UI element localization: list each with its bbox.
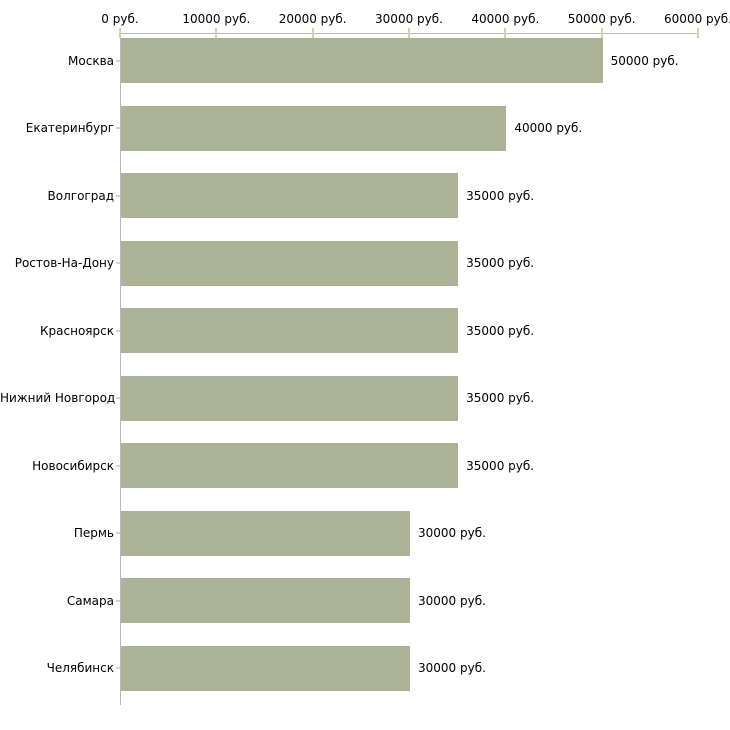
bar-Москва[interactable]	[121, 38, 603, 83]
x-axis-tick-label: 10000 руб.	[182, 12, 251, 26]
value-label: 35000 руб.	[466, 256, 535, 270]
x-axis-tick-label: 50000 руб.	[567, 12, 636, 26]
x-axis-tick	[119, 28, 121, 38]
category-label: Пермь	[73, 526, 114, 540]
category-label: Нижний Новгород	[0, 391, 116, 405]
category-label: Москва	[68, 53, 114, 68]
x-axis-tick	[408, 28, 410, 38]
bar-Волгоград[interactable]	[121, 173, 459, 218]
bar-Екатеринбург[interactable]	[121, 105, 507, 151]
category-tick	[116, 194, 120, 197]
bar-Челябинск[interactable]	[121, 645, 410, 691]
category-label: Челябинск	[46, 661, 114, 675]
value-label: 35000 руб.	[466, 323, 535, 338]
category-tick	[116, 262, 120, 264]
category-tick	[116, 667, 120, 669]
x-axis-tick-label: 20000 руб.	[278, 12, 347, 26]
x-axis-tick	[504, 28, 507, 38]
x-axis-tick	[215, 28, 218, 38]
bar-Самара[interactable]	[121, 578, 410, 623]
x-axis-tick-label: 0 руб.	[101, 12, 139, 26]
category-tick	[116, 59, 120, 62]
value-label: 35000 руб.	[466, 458, 535, 473]
x-axis-tick	[697, 28, 699, 38]
bar-Красноярск[interactable]	[121, 308, 459, 353]
category-tick	[116, 464, 120, 467]
x-axis-tick	[311, 28, 314, 38]
value-label: 40000 руб.	[514, 121, 583, 135]
category-tick	[116, 397, 120, 399]
category-label: Красноярск	[40, 323, 114, 338]
bar-Ростов-На-Дону[interactable]	[121, 240, 459, 286]
category-tick	[116, 329, 120, 332]
bar-Нижний Новгород[interactable]	[121, 375, 459, 421]
value-label: 35000 руб.	[466, 188, 535, 203]
x-axis-tick	[600, 28, 603, 38]
category-label: Ростов-На-Дону	[14, 256, 114, 270]
category-label: Волгоград	[47, 188, 114, 203]
bar-Новосибирск[interactable]	[121, 443, 459, 488]
value-label: 50000 руб.	[610, 53, 679, 68]
x-axis-tick-label: 60000 руб.	[664, 12, 730, 26]
category-label: Самара	[66, 593, 114, 608]
category-tick	[116, 599, 120, 602]
bar-Пермь[interactable]	[121, 510, 410, 556]
category-tick	[116, 532, 120, 534]
y-axis-line	[120, 33, 121, 705]
category-tick	[116, 127, 120, 129]
x-axis-tick-label: 30000 руб.	[375, 12, 443, 26]
value-label: 35000 руб.	[466, 391, 535, 405]
value-label: 30000 руб.	[418, 526, 486, 540]
category-label: Екатеринбург	[25, 121, 114, 135]
value-label: 30000 руб.	[418, 593, 486, 608]
value-label: 30000 руб.	[418, 661, 486, 675]
x-axis-tick-label: 40000 руб.	[471, 12, 540, 26]
category-label: Новосибирск	[32, 458, 114, 473]
